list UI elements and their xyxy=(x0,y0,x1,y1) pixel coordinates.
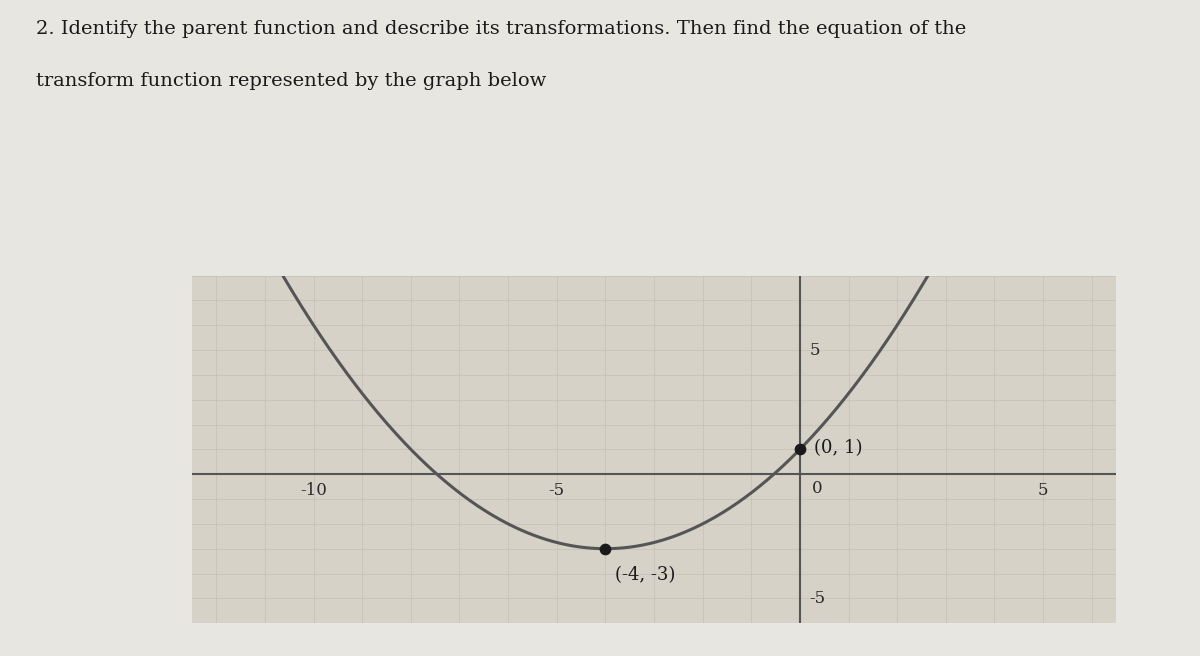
Text: 2. Identify the parent function and describe its transformations. Then find the : 2. Identify the parent function and desc… xyxy=(36,20,966,37)
Text: 5: 5 xyxy=(810,342,820,359)
Text: 5: 5 xyxy=(1038,482,1049,499)
Text: -10: -10 xyxy=(300,482,328,499)
Text: -5: -5 xyxy=(548,482,565,499)
Text: -5: -5 xyxy=(810,590,826,607)
Text: (0, 1): (0, 1) xyxy=(815,439,863,457)
Text: 0: 0 xyxy=(812,480,823,497)
Point xyxy=(791,444,810,455)
Text: transform function represented by the graph below: transform function represented by the gr… xyxy=(36,72,546,90)
Text: (-4, -3): (-4, -3) xyxy=(616,566,676,584)
Point xyxy=(595,543,614,554)
